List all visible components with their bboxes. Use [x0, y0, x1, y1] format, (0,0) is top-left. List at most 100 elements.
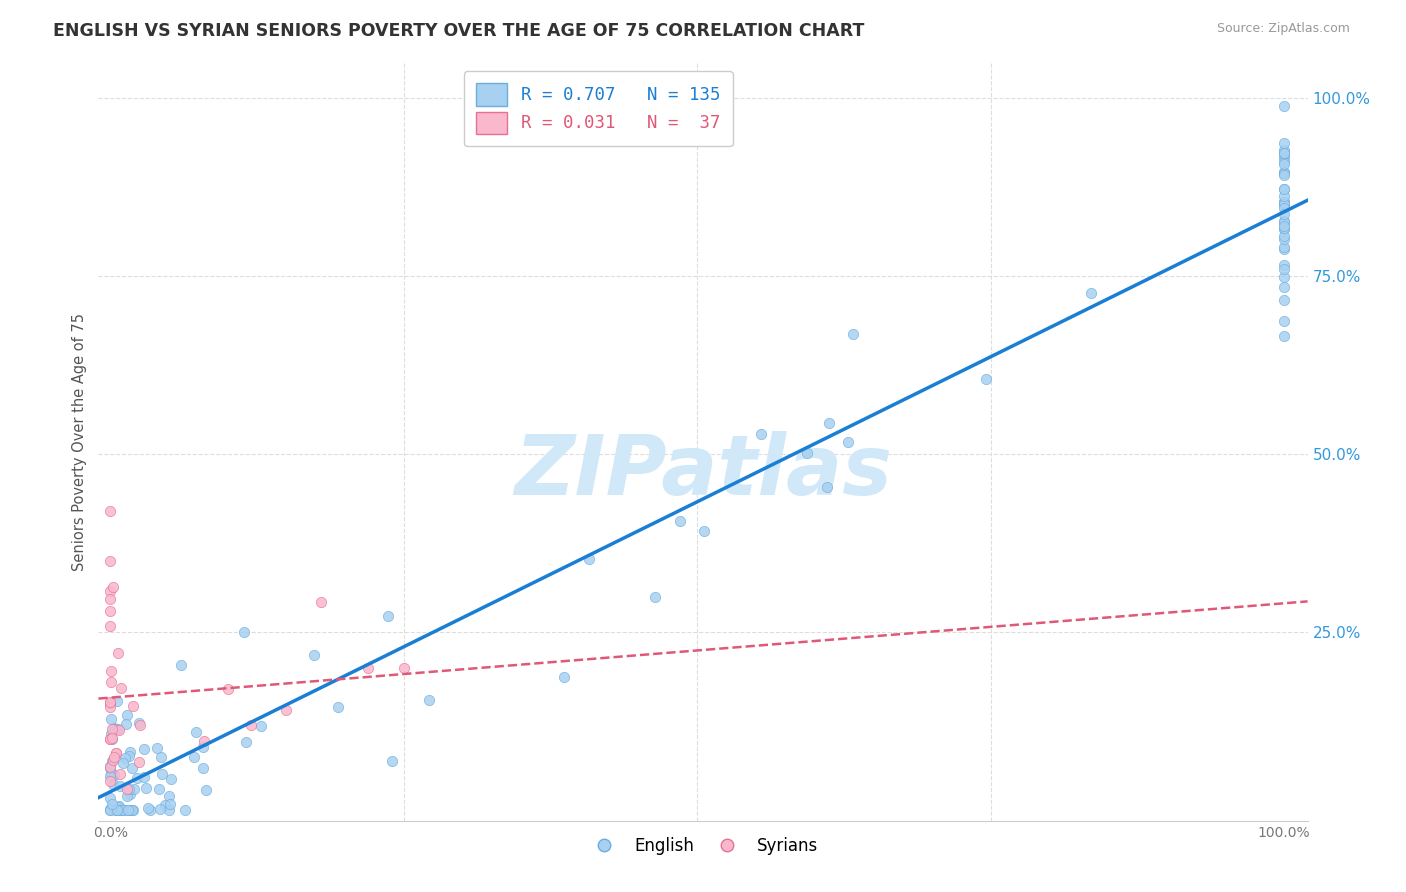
- Point: [100, 767, 122, 781]
- Point: [818, 416, 841, 430]
- Point: [1272, 143, 1295, 157]
- Point: [1272, 197, 1295, 211]
- Point: [105, 746, 128, 760]
- Point: [111, 756, 134, 771]
- Point: [837, 435, 859, 450]
- Point: [100, 504, 122, 518]
- Point: [98, 695, 121, 709]
- Point: [107, 646, 129, 660]
- Point: [103, 750, 125, 764]
- Point: [107, 723, 129, 738]
- Point: [104, 722, 127, 736]
- Point: [1272, 222, 1295, 236]
- Point: [100, 731, 122, 746]
- Point: [111, 803, 134, 817]
- Point: [1272, 147, 1295, 161]
- Point: [98, 803, 121, 817]
- Point: [1272, 280, 1295, 294]
- Point: [120, 803, 142, 817]
- Point: [107, 803, 129, 817]
- Point: [103, 777, 125, 791]
- Point: [1272, 201, 1295, 215]
- Point: [100, 731, 122, 746]
- Point: [380, 754, 402, 768]
- Point: [114, 803, 136, 817]
- Point: [693, 524, 716, 538]
- Point: [115, 708, 138, 723]
- Point: [1272, 293, 1295, 307]
- Point: [150, 766, 173, 780]
- Point: [1272, 99, 1295, 113]
- Point: [107, 803, 129, 817]
- Point: [240, 717, 263, 731]
- Point: [1272, 259, 1295, 273]
- Point: [1272, 136, 1295, 151]
- Point: [1272, 151, 1295, 165]
- Point: [100, 802, 122, 816]
- Point: [100, 674, 122, 689]
- Point: [170, 657, 193, 672]
- Point: [235, 734, 257, 748]
- Point: [418, 693, 440, 707]
- Point: [114, 751, 136, 765]
- Point: [100, 712, 122, 726]
- Point: [974, 372, 997, 386]
- Point: [129, 717, 152, 731]
- Point: [105, 694, 128, 708]
- Point: [194, 783, 217, 797]
- Point: [1272, 270, 1295, 285]
- Point: [157, 789, 180, 803]
- Point: [153, 798, 176, 813]
- Point: [115, 781, 138, 796]
- Point: [108, 767, 131, 781]
- Point: [132, 742, 155, 756]
- Point: [1272, 215, 1295, 229]
- Point: [104, 803, 127, 817]
- Point: [1272, 216, 1295, 230]
- Point: [107, 803, 129, 817]
- Point: [149, 749, 172, 764]
- Point: [1272, 182, 1295, 196]
- Point: [105, 803, 128, 817]
- Point: [1272, 219, 1295, 233]
- Point: [118, 749, 141, 764]
- Point: [148, 781, 170, 796]
- Point: [110, 803, 132, 817]
- Point: [122, 781, 145, 796]
- Point: [98, 761, 121, 775]
- Point: [110, 681, 132, 696]
- Point: [108, 798, 131, 813]
- Point: [98, 592, 121, 607]
- Point: [105, 803, 128, 817]
- Point: [128, 715, 150, 730]
- Point: [107, 722, 129, 736]
- Point: [191, 761, 214, 775]
- Point: [1272, 165, 1295, 179]
- Point: [98, 699, 121, 714]
- Point: [98, 774, 121, 789]
- Point: [392, 660, 415, 674]
- Point: [100, 584, 122, 599]
- Point: [105, 746, 128, 760]
- Point: [115, 789, 138, 804]
- Point: [121, 761, 143, 775]
- Point: [122, 699, 145, 714]
- Point: [1272, 194, 1295, 209]
- Point: [108, 779, 131, 793]
- Point: [98, 759, 121, 773]
- Point: [217, 681, 239, 696]
- Point: [117, 803, 139, 817]
- Point: [377, 608, 399, 623]
- Point: [103, 768, 125, 782]
- Point: [122, 803, 145, 817]
- Point: [111, 803, 134, 817]
- Point: [1080, 285, 1102, 300]
- Point: [98, 604, 121, 618]
- Text: Source: ZipAtlas.com: Source: ZipAtlas.com: [1216, 22, 1350, 36]
- Point: [100, 727, 122, 741]
- Point: [98, 696, 121, 710]
- Point: [1272, 207, 1295, 221]
- Point: [232, 624, 254, 639]
- Point: [1272, 182, 1295, 196]
- Point: [193, 734, 215, 748]
